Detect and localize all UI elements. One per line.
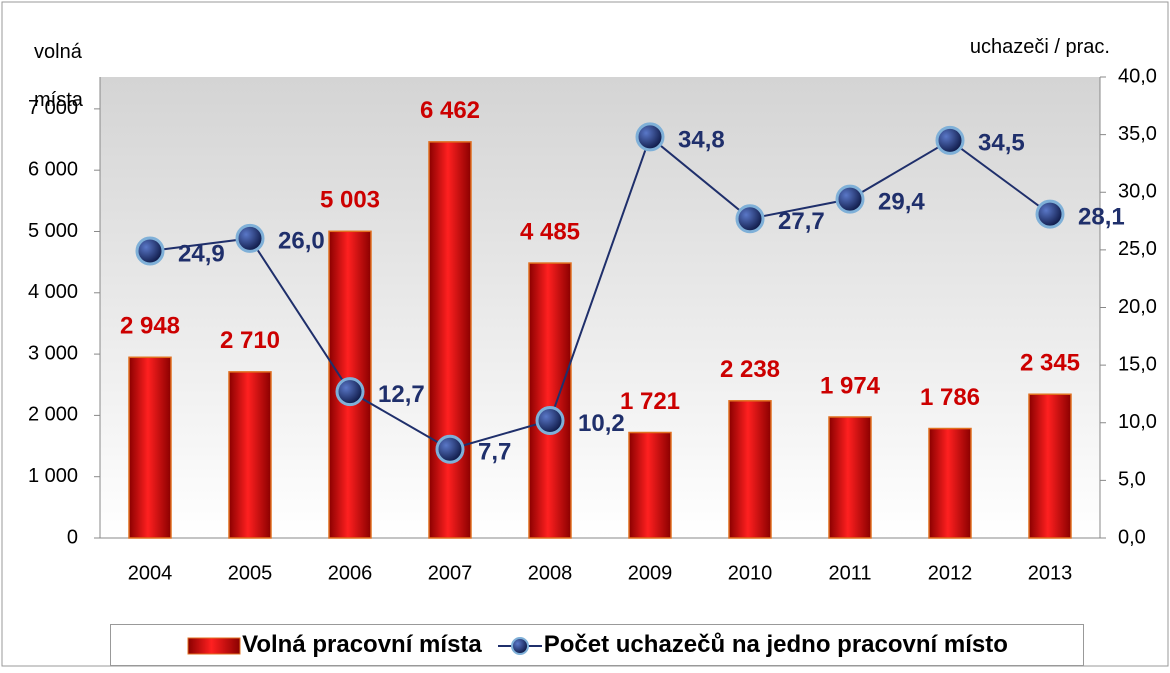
y-tick-label: 1 000 [28,465,78,487]
x-tick-label: 2013 [1028,562,1073,584]
bar-value-label: 1 786 [920,384,980,411]
line-value-label: 10,2 [578,410,625,437]
y2-tick-label: 35,0 [1118,123,1157,145]
bar-value-label: 5 003 [320,187,380,214]
bar [428,141,472,539]
line-value-label: 34,5 [978,130,1025,157]
y2-tick-label: 20,0 [1118,296,1157,318]
y-axis-label: volná místa [34,41,83,111]
line-marker [835,184,865,214]
line-marker [635,122,665,152]
line-value-label: 28,1 [1078,203,1125,230]
x-tick-label: 2008 [528,562,573,584]
y2-tick-label: 40,0 [1118,65,1157,87]
legend-swatch [187,637,241,655]
bar-value-label: 2 710 [220,327,280,354]
legend: Volná pracovní místa Počet uchazečů na j… [110,624,1084,666]
x-tick-label: 2011 [828,562,871,584]
y-tick-label: 4 000 [28,281,78,303]
line-value-label: 34,8 [678,126,725,153]
y-tick-label: 5 000 [28,220,78,242]
bar [728,400,772,539]
y2-tick-label: 15,0 [1118,353,1157,375]
x-tick-label: 2012 [928,562,973,584]
x-tick-label: 2010 [728,562,773,584]
bar [928,427,972,539]
bar-value-label: 2 238 [720,356,780,383]
y-tick-label: 0 [67,526,78,548]
bar [528,262,572,539]
y-tick-label: 6 000 [28,158,78,180]
line [149,135,1051,451]
legend-label: Počet uchazečů na jedno pracovní místo [543,631,1008,658]
x-tick-label: 2005 [228,562,273,584]
legend-item: Počet uchazečů na jedno pracovní místo [496,631,1008,659]
bar [828,416,872,539]
bar [628,431,672,539]
bar-value-label: 2 948 [120,313,180,340]
legend-label: Volná pracovní místa [242,631,482,658]
bar-value-label: 6 462 [420,97,480,124]
x-tick-label: 2009 [628,562,673,584]
y2-tick-label: 5,0 [1118,469,1146,491]
line-value-label: 27,7 [778,208,825,235]
legend-item: Volná pracovní místa [186,631,482,659]
legend-bar-swatch [187,637,241,655]
y2-tick-label: 30,0 [1118,181,1157,203]
line-marker [335,377,365,407]
bar [128,356,172,539]
y2-tick-label: 0,0 [1118,526,1146,548]
line-marker [935,125,965,155]
y2-axis-label: uchazeči / prac. [969,36,1110,58]
bar-value-label: 2 345 [1020,350,1080,377]
y-tick-label: 3 000 [28,342,78,364]
line-marker [535,405,565,435]
line-value-label: 26,0 [278,228,325,255]
line-marker [135,236,165,266]
line-value-label: 24,9 [178,240,225,267]
y2-tick-label: 25,0 [1118,238,1157,260]
line-marker [435,434,465,464]
line-marker [1035,199,1065,229]
bar [228,371,272,539]
x-tick-label: 2007 [428,562,473,584]
y2-tick-label: 10,0 [1118,411,1157,433]
line-value-label: 12,7 [378,381,425,408]
bar [1028,393,1072,539]
line-value-label: 29,4 [878,189,925,216]
legend-swatch [497,636,542,655]
x-tick-label: 2006 [328,562,373,584]
y-tick-label: 2 000 [28,404,78,426]
line-marker [235,223,265,253]
bar-value-label: 4 485 [520,218,580,245]
line-value-label: 7,7 [478,439,511,466]
legend-marker-swatch [510,636,529,655]
bar-value-label: 1 974 [820,372,881,399]
bar-value-label: 1 721 [620,388,680,415]
line-marker [735,204,765,234]
y-tick-label: 7 000 [28,97,78,119]
x-tick-label: 2004 [128,562,173,584]
